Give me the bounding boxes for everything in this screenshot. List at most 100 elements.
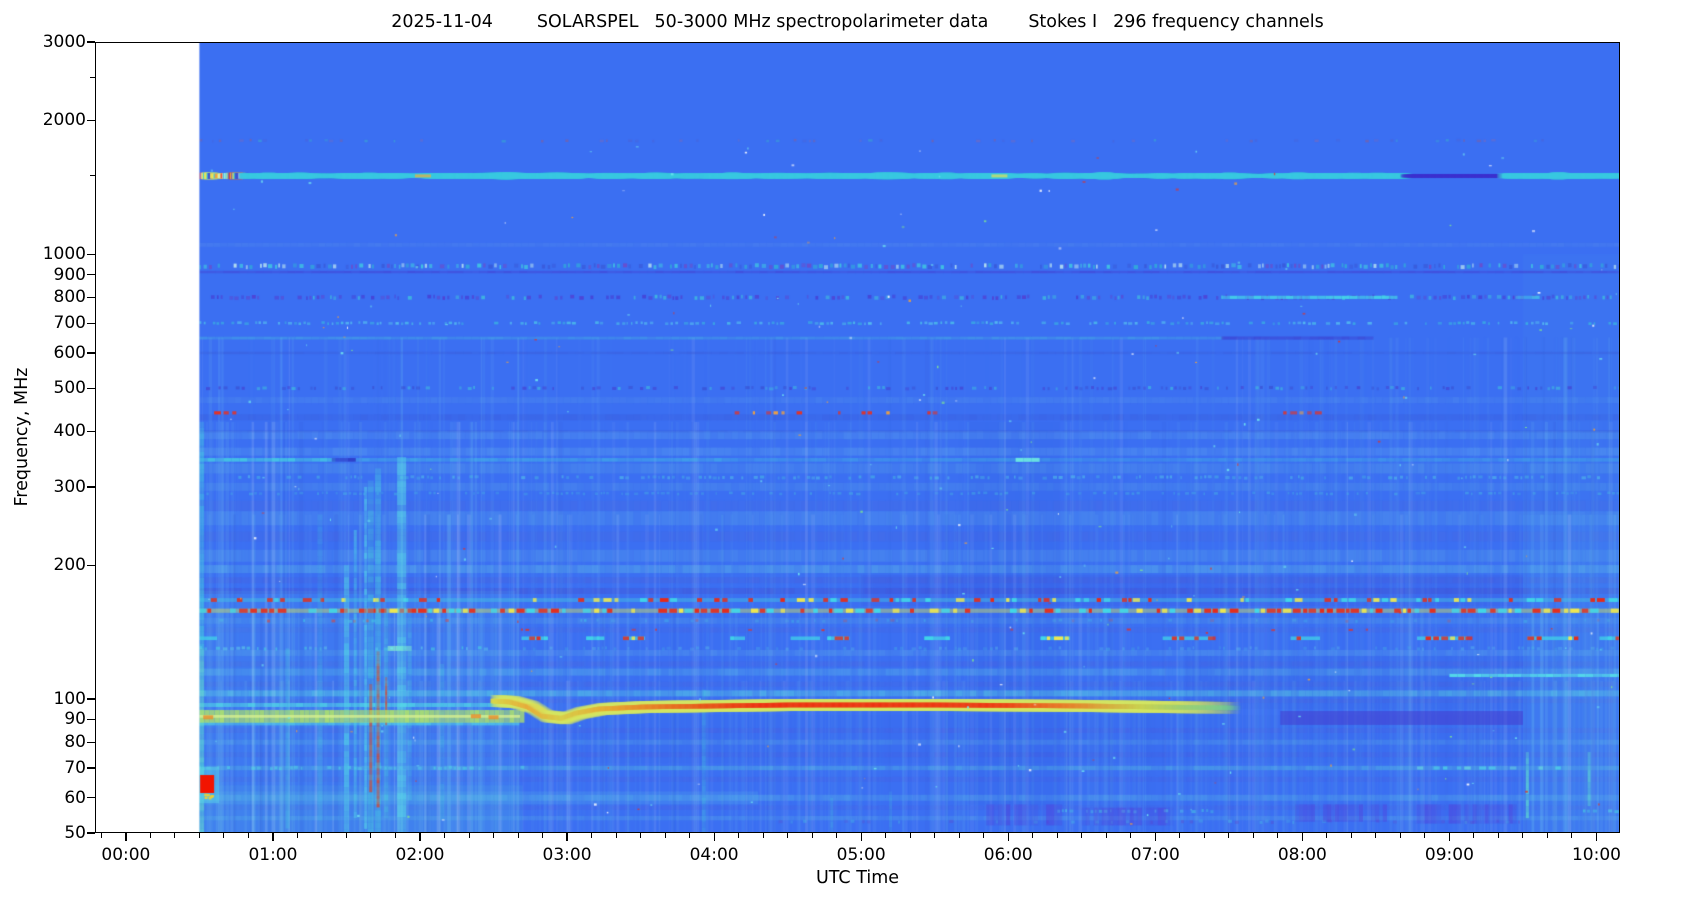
y-major-tick: [87, 352, 95, 354]
y-major-tick: [87, 767, 95, 769]
x-tick-label: 05:00: [836, 845, 886, 865]
title-channels: 296 frequency channels: [1113, 12, 1324, 32]
y-tick-label: 50: [64, 823, 86, 843]
y-major-tick: [87, 387, 95, 389]
y-tick-label: 200: [53, 555, 86, 576]
x-major-tick: [1154, 833, 1156, 841]
x-minor-tick: [394, 833, 396, 838]
y-major-tick: [87, 41, 95, 43]
x-major-tick: [1595, 833, 1598, 841]
x-minor-tick: [517, 833, 519, 838]
x-minor-tick: [664, 833, 666, 838]
x-major-tick: [1007, 833, 1009, 841]
x-major-tick: [419, 833, 421, 841]
x-minor-tick: [787, 833, 789, 838]
y-major-tick: [87, 486, 95, 488]
x-minor-tick: [1326, 833, 1328, 838]
x-minor-tick: [1252, 833, 1254, 838]
x-tick-label: 10:00: [1571, 845, 1621, 865]
title-instrument: SOLARSPEL: [536, 12, 639, 32]
x-minor-tick: [1424, 833, 1426, 838]
x-minor-tick: [542, 833, 544, 838]
x-minor-tick: [1350, 833, 1352, 838]
x-minor-tick: [958, 833, 960, 838]
y-tick-label: 100: [53, 689, 86, 710]
x-minor-tick: [885, 833, 887, 838]
x-minor-tick: [1056, 833, 1058, 838]
y-tick-label: 600: [53, 342, 86, 363]
title-description: 50-3000 MHz spectropolarimeter data: [654, 12, 989, 32]
x-minor-tick: [1179, 833, 1181, 838]
x-minor-tick: [1032, 833, 1034, 838]
x-minor-tick: [811, 833, 813, 838]
x-minor-tick: [1497, 833, 1499, 838]
x-minor-tick: [1375, 833, 1377, 838]
y-tick-label: 60: [64, 787, 86, 808]
y-tick-label: 1000: [42, 244, 86, 265]
x-major-tick: [272, 833, 274, 841]
x-major-tick: [1301, 833, 1304, 841]
y-major-tick: [87, 718, 95, 721]
y-major-tick: [87, 119, 95, 122]
x-minor-tick: [1522, 833, 1524, 838]
x-tick-label: 09:00: [1424, 845, 1474, 865]
title-date: 2025-11-04: [391, 12, 493, 32]
y-tick-label: 300: [53, 476, 86, 497]
y-major-tick: [87, 832, 95, 834]
x-minor-tick: [909, 833, 911, 838]
x-minor-tick: [591, 833, 593, 838]
y-major-tick: [87, 253, 95, 255]
x-major-tick: [1448, 833, 1451, 841]
x-minor-tick: [762, 833, 764, 838]
x-minor-tick: [468, 833, 470, 838]
x-major-tick: [713, 833, 715, 841]
y-major-tick: [87, 322, 95, 324]
x-tick-label: 08:00: [1277, 845, 1327, 865]
x-minor-tick: [223, 833, 225, 838]
y-tick-label: 800: [53, 287, 86, 308]
x-minor-tick: [1571, 833, 1573, 838]
x-minor-tick: [321, 833, 323, 838]
spectrogram-heatmap: [95, 42, 1620, 833]
x-minor-tick: [1130, 833, 1132, 838]
title-stokes: Stokes I: [1028, 12, 1098, 32]
x-axis-label: UTC Time: [815, 868, 900, 888]
x-minor-tick: [1228, 833, 1230, 838]
x-minor-tick: [149, 833, 151, 838]
x-minor-tick: [1277, 833, 1279, 838]
x-major-tick: [860, 833, 862, 841]
x-tick-label: 06:00: [983, 845, 1033, 865]
y-major-tick: [87, 273, 95, 276]
x-minor-tick: [1105, 833, 1107, 838]
x-tick-label: 04:00: [689, 845, 739, 865]
y-tick-label: 400: [53, 421, 86, 442]
x-minor-tick: [1473, 833, 1475, 838]
x-minor-tick: [296, 833, 298, 838]
y-major-tick: [87, 797, 95, 799]
x-minor-tick: [1399, 833, 1401, 838]
x-tick-label: 01:00: [248, 845, 298, 865]
y-tick-label: 80: [64, 732, 86, 753]
x-minor-tick: [836, 833, 838, 838]
y-major-tick: [87, 430, 95, 432]
x-tick-label: 07:00: [1130, 845, 1180, 865]
x-major-tick: [566, 833, 568, 841]
y-tick-label: 2000: [42, 110, 86, 131]
x-minor-tick: [198, 833, 200, 838]
x-minor-tick: [345, 833, 347, 838]
x-minor-tick: [689, 833, 691, 838]
x-minor-tick: [1546, 833, 1548, 838]
chart-title: 2025-11-04 SOLARSPEL 50-3000 MHz spectropo…: [95, 12, 1620, 32]
x-minor-tick: [174, 833, 176, 838]
y-tick-label: 70: [64, 757, 86, 778]
y-major-tick: [87, 741, 95, 743]
y-tick-label: 900: [53, 264, 86, 285]
x-minor-tick: [247, 833, 249, 838]
x-major-tick: [125, 833, 127, 841]
y-major-tick: [87, 296, 95, 299]
x-minor-tick: [615, 833, 617, 838]
y-tick-label: 500: [53, 378, 86, 399]
y-tick-label: 3000: [42, 32, 86, 52]
y-minor-tick: [90, 175, 95, 177]
